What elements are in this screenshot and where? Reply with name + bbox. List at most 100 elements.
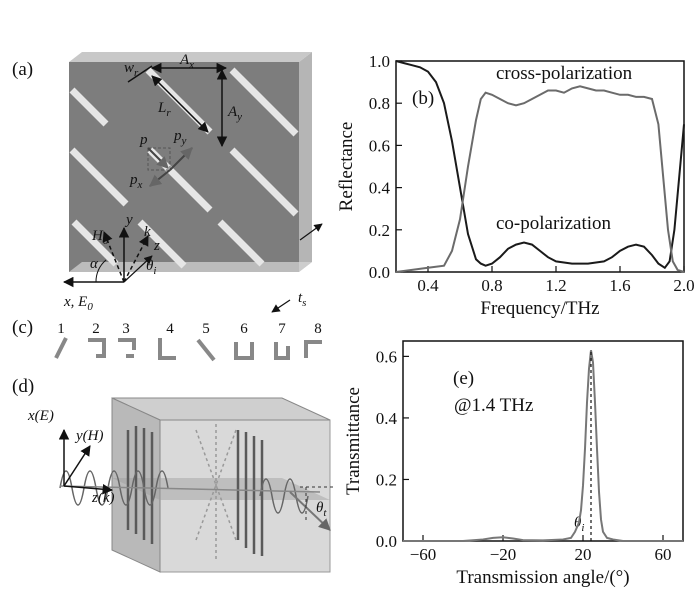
shape-number-1: 1 xyxy=(57,321,65,337)
resonator-shapes xyxy=(54,337,322,362)
reflectance-x-tick-label: 0.4 xyxy=(417,276,439,295)
y-symbol: y xyxy=(124,212,133,228)
shape-3-hook xyxy=(118,338,136,358)
ts-arrow-top xyxy=(299,223,323,241)
shape-2-hook xyxy=(88,338,106,358)
k-arrow xyxy=(123,235,149,283)
shape-number-2: 2 xyxy=(92,321,100,337)
shape-8-corner xyxy=(304,340,322,358)
shape-number-5: 5 xyxy=(202,321,210,337)
zk-symbol: z(k) xyxy=(91,490,115,506)
shape-7-u xyxy=(274,342,290,360)
transmittance-x-tick-label: −60 xyxy=(410,545,437,564)
zk-arrow xyxy=(63,483,114,495)
transmittance-y-tick-label: 0.2 xyxy=(376,470,397,489)
reflectance-series-cross-polarization xyxy=(395,85,685,273)
py-symbol: py xyxy=(173,128,187,147)
reflectance-x-tick-label: 2.0 xyxy=(673,276,694,295)
h0-arrow xyxy=(102,231,125,283)
resonator-array xyxy=(69,67,299,269)
ts-arrow-bottom xyxy=(271,299,291,313)
ay-symbol: Ay xyxy=(227,104,242,123)
p-symbol: p xyxy=(139,132,148,148)
reflectance-y-tick-label: 0.8 xyxy=(369,94,390,113)
yh-arrow xyxy=(63,445,91,487)
resonator-bar xyxy=(69,87,109,127)
decomposition-box xyxy=(147,147,171,171)
theta-t-symbol: θt xyxy=(316,500,327,519)
transmittance-plot-frame xyxy=(402,340,684,542)
lr-dimension xyxy=(151,75,209,133)
yh-symbol: y(H) xyxy=(74,428,103,444)
resonator-bar xyxy=(69,147,129,207)
shape-number-3: 3 xyxy=(122,321,130,337)
k-symbol: k xyxy=(144,224,151,240)
panel-a-label: (a) xyxy=(12,59,33,80)
transmitted-ray xyxy=(289,491,331,531)
panel-b-label: (b) xyxy=(412,88,434,109)
reflectance-x-tick-label: 0.8 xyxy=(481,276,502,295)
theta-i-symbol: θi xyxy=(146,258,156,277)
transmittance-x-axis-title: Transmission angle/(°) xyxy=(456,567,629,588)
xe-symbol: x(E) xyxy=(27,408,54,424)
px-vector xyxy=(149,169,171,187)
layer-diagonal xyxy=(195,429,237,541)
transmitted-wave xyxy=(259,478,309,514)
reflectance-y-tick-label: 0.6 xyxy=(369,136,390,155)
transmittance-y-tick-label: 0.0 xyxy=(376,532,397,551)
substrate-bottom xyxy=(69,262,312,272)
shape-number-4: 4 xyxy=(166,321,174,337)
x-e0-symbol: x, E0 xyxy=(63,294,93,313)
panel-d-label: (d) xyxy=(12,376,34,397)
panel-a: (a) wr Ax Ay Lr p py xyxy=(12,52,323,313)
transmittance-y-tick-label: 0.4 xyxy=(376,409,398,428)
layer-diagonal xyxy=(195,429,237,541)
incident-wave xyxy=(59,470,169,506)
shape-4-corner xyxy=(158,338,176,360)
reflectance-y-axis-title: Reflectance xyxy=(336,122,357,212)
panel-e-label: (e) xyxy=(453,368,474,389)
shape-5-bar xyxy=(196,338,216,362)
frequency-annotation: @1.4 THz xyxy=(454,395,533,416)
reflectance-plot-frame xyxy=(395,60,685,273)
transmittance-y-axis-title: Transmittance xyxy=(343,387,364,495)
transmittance-x-tick-label: −20 xyxy=(490,545,517,564)
resonator-bar xyxy=(137,219,187,269)
h0-symbol: H0 xyxy=(91,228,109,247)
shape-number-6: 6 xyxy=(240,321,248,337)
shape-number-7: 7 xyxy=(278,321,286,337)
alpha-symbol: α xyxy=(90,256,99,272)
shape-6-u xyxy=(234,342,254,360)
reflectance-x-tick-label: 1.6 xyxy=(609,276,630,295)
reflectance-y-tick-label: 0.2 xyxy=(369,221,390,240)
shape-1-bar xyxy=(54,337,68,359)
wr-symbol: wr xyxy=(124,60,139,79)
transmittance-x-tick-label: 60 xyxy=(655,545,672,564)
reflectance-series-co-polarization xyxy=(395,60,685,270)
resonator-bar xyxy=(71,219,119,267)
transmittance-chart: (e) @1.4 THz θi −60 −20 20 600.00.20.40.6Tr… xyxy=(343,340,684,588)
z-symbol: z xyxy=(153,238,160,254)
p-vector xyxy=(147,147,169,169)
transmittance-series-transmittance xyxy=(403,350,683,542)
px-symbol: px xyxy=(129,172,143,191)
py-vector xyxy=(169,147,193,171)
substrate-side xyxy=(299,52,312,272)
transmittance-y-tick-label: 0.6 xyxy=(376,347,397,366)
reflectance-x-axis-title: Frequency/THz xyxy=(480,298,599,319)
resonator-bar xyxy=(229,67,299,137)
panel-c-label: (c) xyxy=(12,317,33,338)
reflectance-y-tick-label: 0.4 xyxy=(369,179,391,198)
reflectance-y-tick-label: 0.0 xyxy=(369,263,390,282)
lr-symbol: Lr xyxy=(157,100,171,119)
shape-number-8: 8 xyxy=(314,321,322,337)
ts-symbol: ts xyxy=(298,290,306,309)
z-arrow xyxy=(123,255,153,283)
co-polarization-annotation: co-polarization xyxy=(496,213,612,234)
panel-c: (c) 1 2 3 4 5 6 7 8 xyxy=(12,317,322,362)
reflectance-x-tick-label: 1.2 xyxy=(545,276,566,295)
resonator-bar xyxy=(229,147,299,217)
reflectance-y-tick-label: 1.0 xyxy=(369,52,390,71)
ax-symbol: Ax xyxy=(179,52,194,71)
